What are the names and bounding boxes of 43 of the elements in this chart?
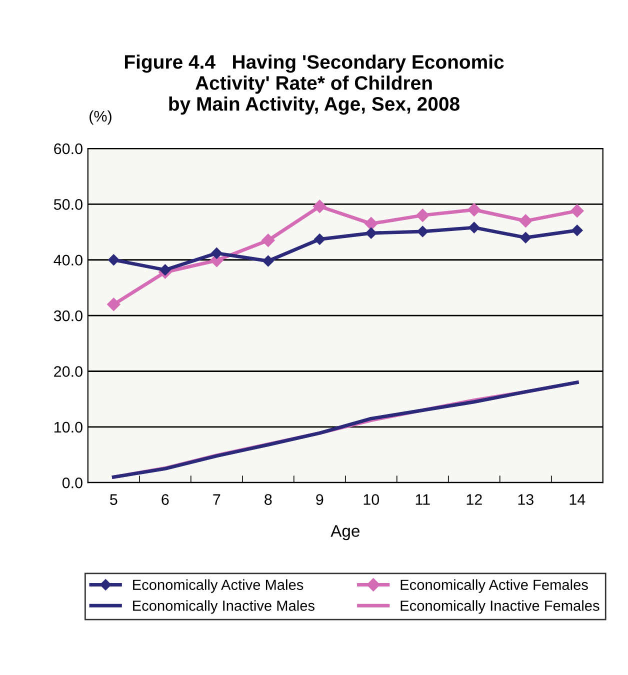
- point: [519, 214, 532, 228]
- point: [262, 255, 274, 267]
- line-series: [112, 380, 579, 479]
- x-tick-label: 14: [570, 494, 586, 505]
- y-tick-label: 10.0: [54, 422, 82, 433]
- x-tick-label: 7: [213, 494, 220, 505]
- point: [417, 226, 428, 238]
- x-tick-label: 5: [110, 494, 118, 505]
- point: [468, 203, 481, 216]
- legend-label: Economically Inactive Males: [133, 600, 314, 614]
- y-axis-title: (%): [90, 110, 112, 125]
- y-tick-label: 30.0: [54, 310, 82, 322]
- point: [107, 298, 120, 312]
- y-tick-label: 40.0: [54, 254, 82, 266]
- x-tick-label: 9: [316, 494, 324, 505]
- y-tick-label: 0.0: [62, 477, 82, 488]
- point: [520, 232, 532, 244]
- point: [314, 234, 326, 245]
- point: [572, 224, 583, 236]
- point: [416, 208, 430, 222]
- legend-label: Economically Inactive Females: [400, 600, 600, 614]
- point: [364, 217, 378, 230]
- x-tick-label: 8: [264, 494, 272, 505]
- point: [108, 254, 120, 266]
- x-tick-label: 10: [364, 494, 380, 505]
- x-axis-title: Age: [330, 525, 360, 540]
- point: [313, 200, 326, 214]
- legend-label: Economically Active Males: [133, 579, 304, 593]
- y-tick-label: 50.0: [54, 199, 82, 210]
- point: [366, 228, 377, 239]
- y-tick-label: 20.0: [54, 366, 82, 377]
- chart-title: Figure 4.4 Having 'Secondary Economic Activity' Rate* of Children by Main Activity, Age, Sex, 2008: [124, 54, 504, 115]
- y-tick-label: 60.0: [54, 143, 82, 154]
- point: [468, 222, 480, 234]
- point: [262, 234, 275, 247]
- x-tick-label: 12: [466, 494, 482, 505]
- point: [211, 248, 222, 259]
- x-tick-label: 11: [416, 494, 430, 505]
- point: [160, 264, 171, 276]
- x-tick-label: 6: [162, 494, 169, 505]
- legend-label: Economically Active Females: [400, 579, 588, 593]
- x-tick-label: 13: [518, 494, 534, 505]
- point: [570, 204, 584, 218]
